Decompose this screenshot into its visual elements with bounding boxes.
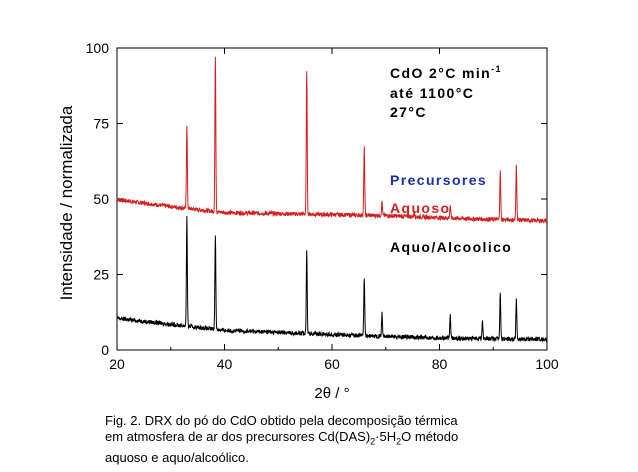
y-tick-label: 75 bbox=[93, 116, 109, 132]
x-axis-title: 2θ / ° bbox=[314, 385, 349, 402]
y-tick-label: 0 bbox=[101, 342, 109, 358]
x-tick-label: 20 bbox=[109, 356, 125, 372]
x-tick-label: 100 bbox=[535, 356, 559, 372]
series-label-aquoso: Aquoso bbox=[390, 200, 451, 216]
caption-line-1: Fig. 2. DRX do pó do CdO obtido pela dec… bbox=[105, 413, 458, 428]
caption-subscript-1: 2 bbox=[370, 436, 376, 447]
annotation-line-2: até 1100°C bbox=[390, 85, 474, 101]
caption-line-2: em atmosfera de ar dos precursores Cd(DA… bbox=[105, 429, 565, 450]
caption-subscript-2: 2 bbox=[396, 436, 402, 447]
x-tick-label: 40 bbox=[217, 356, 233, 372]
y-tick-label: 50 bbox=[93, 191, 109, 207]
annotation-line-1: CdO 2°C min-1 bbox=[390, 64, 502, 81]
xrd-chart: 20 40 60 80 100 0 25 50 75 100 2θ / ° Intensidade /… bbox=[57, 40, 559, 402]
annotation-line-3: 27°C bbox=[390, 104, 427, 120]
figure-caption: Fig. 2. DRX do pó do CdO obtido pela dec… bbox=[105, 413, 565, 466]
y-axis-title: Intensidade / normalizada bbox=[57, 105, 76, 300]
series-line-aquoso bbox=[116, 56, 548, 224]
caption-line-3: aquoso e aquo/alcoólico. bbox=[105, 449, 249, 465]
caption-line-2-start: em atmosfera de ar dos precursores Cd(DA… bbox=[105, 429, 371, 444]
x-tick-label: 80 bbox=[432, 356, 448, 372]
y-tick-label: 25 bbox=[93, 267, 109, 283]
caption-line-2-end: O método bbox=[401, 429, 459, 444]
y-tick-label: 100 bbox=[86, 40, 110, 56]
series-label-aquo-alcoolico: Aquo/Alcoolico bbox=[390, 239, 512, 255]
annotation-superscript: -1 bbox=[491, 64, 502, 74]
legend-header: Precursores bbox=[390, 172, 487, 188]
caption-line-2-middle: ·5H bbox=[375, 429, 397, 444]
x-tick-label: 60 bbox=[324, 356, 340, 372]
plot-frame bbox=[116, 47, 548, 351]
series-line-aquo-alcoolico bbox=[116, 216, 548, 343]
